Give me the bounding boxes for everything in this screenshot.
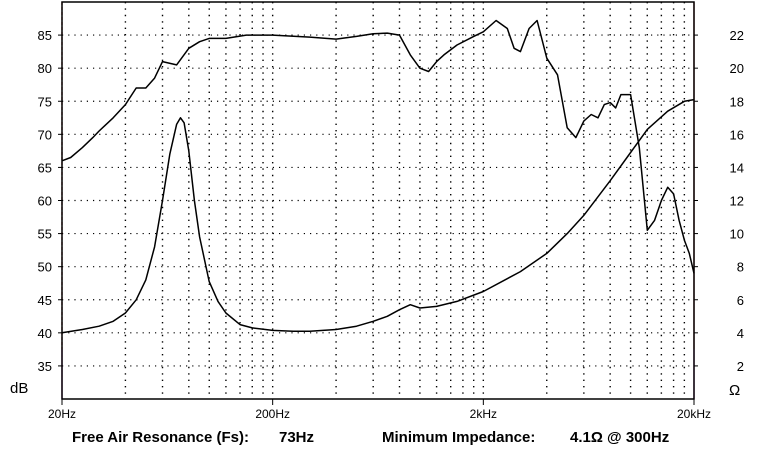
left-axis-unit: dB: [10, 380, 28, 397]
left-tick-label: 60: [38, 194, 52, 209]
right-tick-label: 10: [730, 227, 744, 242]
right-tick-label: 14: [730, 160, 744, 175]
left-tick-label: 85: [38, 28, 52, 43]
left-tick-label: 40: [38, 326, 52, 341]
right-tick-label: 4: [737, 326, 744, 341]
x-tick-label: 20kHz: [677, 407, 711, 421]
x-tick-label: 200Hz: [255, 407, 290, 421]
plot-frame: [61, 1, 695, 400]
right-tick-label: 16: [730, 127, 744, 142]
spl-curve: [61, 19, 695, 274]
left-tick-label: 65: [38, 160, 52, 175]
x-tick-label: 20Hz: [48, 407, 76, 421]
right-tick-label: 22: [730, 28, 744, 43]
fs-annotation-value: 73Hz: [279, 429, 314, 446]
left-tick-label: 80: [38, 61, 52, 76]
frequency-bounds: [61, 2, 695, 399]
min-impedance-value: 4.1Ω @ 300Hz: [570, 429, 669, 446]
left-tick-label: 45: [38, 293, 52, 308]
right-tick-label: 6: [737, 293, 744, 308]
right-tick-label: 18: [730, 94, 744, 109]
right-tick-label: 2: [737, 359, 744, 374]
right-tick-label: 8: [737, 260, 744, 275]
x-axis-ticks: 20Hz 200Hz 2kHz 20kHz: [48, 399, 711, 421]
right-axis-ticks: 2 4 6 8 10 12 14 16 18 20 22: [694, 28, 744, 374]
impedance-curve: [61, 98, 695, 334]
left-tick-label: 70: [38, 127, 52, 142]
x-tick-label: 2kHz: [470, 407, 497, 421]
left-tick-label: 55: [38, 227, 52, 242]
right-axis-unit: Ω: [729, 382, 740, 399]
right-tick-label: 12: [730, 194, 744, 209]
left-tick-label: 75: [38, 94, 52, 109]
right-tick-label: 20: [730, 61, 744, 76]
left-axis-ticks: 35 40 45 50 55 60 65 70 75 80 85: [38, 28, 62, 374]
left-tick-label: 50: [38, 260, 52, 275]
series-group: [61, 19, 695, 334]
grid: [62, 2, 694, 399]
fs-annotation-label: Free Air Resonance (Fs):: [72, 429, 249, 446]
left-tick-label: 35: [38, 359, 52, 374]
min-impedance-label: Minimum Impedance:: [382, 429, 535, 446]
